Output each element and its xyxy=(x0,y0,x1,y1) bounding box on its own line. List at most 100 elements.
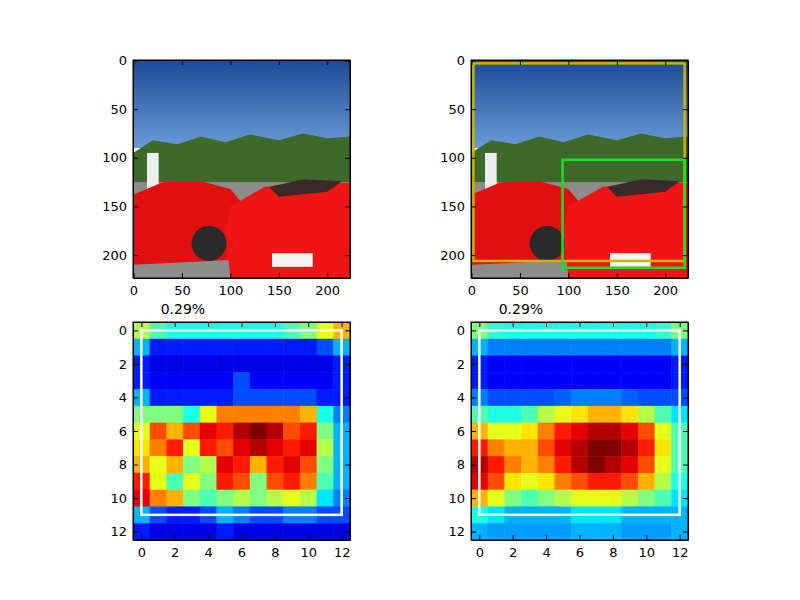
tick-mark xyxy=(683,431,688,432)
tick-mark xyxy=(345,465,350,466)
heatmap-cell xyxy=(183,356,200,373)
heatmap-cell xyxy=(471,523,488,540)
heatmap-cell xyxy=(671,523,688,540)
bounding-box xyxy=(479,330,679,514)
axis: 050100150200 xyxy=(130,273,351,298)
panel: 050100150200050100150200 xyxy=(102,53,350,298)
tick-mark xyxy=(471,397,476,398)
axis xyxy=(683,323,689,541)
tick-label: 0 xyxy=(138,545,146,560)
tick-mark xyxy=(345,431,350,432)
tick-mark xyxy=(242,535,243,540)
tick-mark xyxy=(133,364,138,365)
tick: 10 xyxy=(110,491,138,506)
tick xyxy=(683,465,688,466)
tick: 50 xyxy=(110,102,138,117)
axis xyxy=(345,323,351,541)
heatmap-cell xyxy=(571,490,588,507)
heatmap-cell xyxy=(638,423,655,440)
tick-label: 12 xyxy=(110,524,127,539)
tick xyxy=(345,109,350,110)
heatmap-cell xyxy=(283,389,300,406)
tick xyxy=(345,255,350,256)
tick xyxy=(345,498,350,499)
tick: 0 xyxy=(119,323,138,338)
heatmap-cell xyxy=(233,406,250,423)
tick: 100 xyxy=(440,150,476,165)
tick: 0 xyxy=(457,323,476,338)
tick-mark xyxy=(471,431,476,432)
heatmap-cell xyxy=(166,356,183,373)
heatmap-cell xyxy=(554,490,571,507)
heatmap-cell xyxy=(300,473,317,490)
heatmap-cell xyxy=(250,439,267,456)
tick-mark xyxy=(208,535,209,540)
heatmap-cell xyxy=(200,473,217,490)
photo-plate xyxy=(272,253,313,267)
bounding-box xyxy=(141,330,341,514)
axis-line xyxy=(134,278,351,279)
tick xyxy=(275,322,276,327)
heatmap-cell xyxy=(317,490,334,507)
heatmap-cell xyxy=(200,490,217,507)
heatmap-cell xyxy=(554,523,571,540)
axis: 024681012 xyxy=(472,535,689,560)
heatmap-cell xyxy=(488,456,505,473)
heatmap-cell xyxy=(488,523,505,540)
tick: 2 xyxy=(171,535,179,560)
tick xyxy=(327,60,328,65)
heatmap-cell xyxy=(655,490,672,507)
tick: 2 xyxy=(119,357,138,372)
tick-mark xyxy=(345,498,350,499)
heatmap-cell xyxy=(571,456,588,473)
tick xyxy=(182,60,183,65)
heatmap-cell xyxy=(554,473,571,490)
heatmap-cell xyxy=(605,406,622,423)
axis-line xyxy=(471,61,472,279)
heatmap-cell xyxy=(150,339,167,356)
tick-mark xyxy=(345,158,350,159)
tick-mark xyxy=(513,535,514,540)
heatmap-cell xyxy=(150,490,167,507)
tick xyxy=(279,60,280,65)
tick-label: 6 xyxy=(576,545,584,560)
heatmap-cell xyxy=(166,473,183,490)
tick-mark xyxy=(683,206,688,207)
tick-mark xyxy=(683,397,688,398)
heatmap-cell xyxy=(488,406,505,423)
heatmap-cell xyxy=(267,406,284,423)
heatmap-cell xyxy=(605,389,622,406)
tick xyxy=(345,364,350,365)
heatmap-cell xyxy=(166,439,183,456)
heatmap-cell xyxy=(605,439,622,456)
heatmap-cell xyxy=(488,439,505,456)
heatmap-cell xyxy=(233,372,250,389)
heatmap-cell xyxy=(267,473,284,490)
plot-area xyxy=(471,322,688,540)
heatmap-cell xyxy=(233,339,250,356)
heatmap-cell xyxy=(200,356,217,373)
heatmap-cell xyxy=(621,356,638,373)
panel: 0246810120246810120.29% xyxy=(110,301,350,560)
heatmap-cell xyxy=(200,456,217,473)
tick xyxy=(580,322,581,327)
heatmap-cell xyxy=(283,406,300,423)
axes-frame xyxy=(133,60,350,278)
heatmap-cell xyxy=(317,389,334,406)
axis-line xyxy=(350,61,351,279)
tick-label: 2 xyxy=(119,357,127,372)
heatmap-cell xyxy=(655,372,672,389)
tick xyxy=(345,330,350,331)
tick xyxy=(175,322,176,327)
heatmap-cell xyxy=(183,490,200,507)
tick: 8 xyxy=(271,535,279,560)
heatmap-cell xyxy=(216,490,233,507)
tick-mark xyxy=(133,206,138,207)
tick-mark xyxy=(665,273,666,278)
tick-label: 12 xyxy=(672,545,689,560)
heatmap-cell xyxy=(588,372,605,389)
tick xyxy=(683,255,688,256)
heatmap-cell xyxy=(283,356,300,373)
heatmap-cell xyxy=(150,456,167,473)
heatmap-cell xyxy=(150,423,167,440)
